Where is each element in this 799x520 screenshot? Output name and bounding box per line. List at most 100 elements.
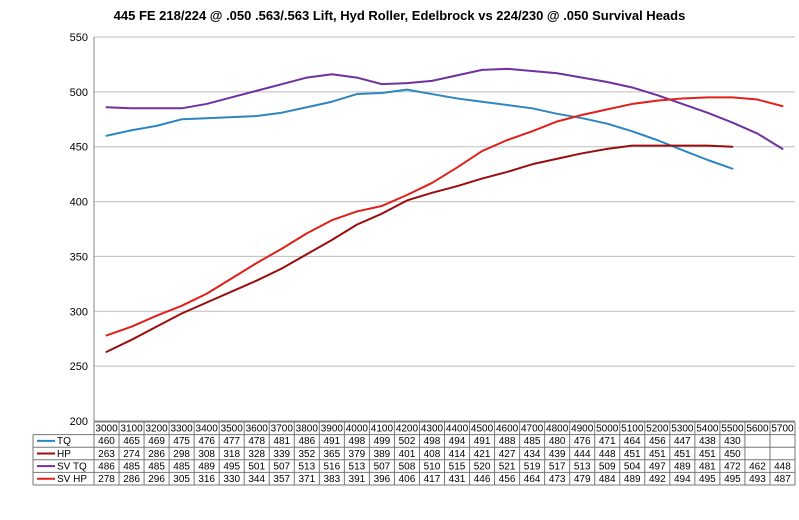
x-tick-label: 4200 <box>396 424 419 435</box>
data-label: 438 <box>699 436 716 447</box>
data-label: 296 <box>148 474 165 485</box>
data-label: 481 <box>699 461 716 472</box>
x-tick-label: 5200 <box>646 424 669 435</box>
data-label: 471 <box>599 436 616 447</box>
x-tick-label: 3900 <box>321 424 344 435</box>
data-label: 498 <box>349 436 366 447</box>
data-label: 330 <box>223 474 240 485</box>
x-tick-label: 4500 <box>471 424 494 435</box>
data-label: 414 <box>449 449 466 460</box>
data-label: 451 <box>674 449 691 460</box>
data-label: 486 <box>98 461 115 472</box>
data-label: 431 <box>449 474 466 485</box>
data-label: 352 <box>298 449 315 460</box>
legend-label: SV HP <box>57 474 87 485</box>
data-label: 509 <box>599 461 616 472</box>
data-label: 298 <box>173 449 190 460</box>
data-label: 316 <box>198 474 215 485</box>
data-label: 357 <box>273 474 290 485</box>
data-label: 519 <box>524 461 541 472</box>
data-label: 406 <box>399 474 416 485</box>
data-label: 495 <box>223 461 240 472</box>
x-tick-label: 5700 <box>771 424 794 435</box>
data-label: 486 <box>298 436 315 447</box>
data-label: 477 <box>223 436 240 447</box>
y-tick-label: 200 <box>70 416 88 428</box>
data-label: 465 <box>123 436 140 447</box>
data-label: 396 <box>374 474 391 485</box>
series-line <box>105 96 784 337</box>
data-label: 472 <box>724 461 741 472</box>
x-tick-label: 4400 <box>446 424 469 435</box>
data-label: 389 <box>374 449 391 460</box>
data-label: 434 <box>524 449 541 460</box>
data-label: 508 <box>399 461 416 472</box>
data-label: 489 <box>198 461 215 472</box>
data-label: 383 <box>323 474 340 485</box>
data-label: 286 <box>123 474 140 485</box>
legend-label: SV TQ <box>57 461 87 472</box>
x-tick-label: 5600 <box>746 424 769 435</box>
data-label: 464 <box>524 474 541 485</box>
data-label: 439 <box>549 449 566 460</box>
data-label: 278 <box>98 474 115 485</box>
data-label: 447 <box>674 436 691 447</box>
data-label: 391 <box>349 474 366 485</box>
data-label: 491 <box>323 436 340 447</box>
x-tick-label: 5500 <box>721 424 744 435</box>
x-tick-label: 3800 <box>296 424 319 435</box>
data-label: 498 <box>424 436 441 447</box>
data-label: 495 <box>699 474 716 485</box>
data-label: 521 <box>499 461 516 472</box>
data-label: 507 <box>374 461 391 472</box>
data-label: 318 <box>223 449 240 460</box>
chart-title: 445 FE 218/224 @ .050 .563/.563 Lift, Hy… <box>113 8 686 23</box>
data-label: 501 <box>248 461 265 472</box>
x-tick-label: 3400 <box>196 424 219 435</box>
data-label: 328 <box>248 449 265 460</box>
data-label: 513 <box>574 461 591 472</box>
x-tick-label: 3600 <box>246 424 269 435</box>
data-label: 485 <box>524 436 541 447</box>
y-tick-label: 450 <box>70 142 88 154</box>
data-label: 516 <box>323 461 340 472</box>
data-label: 502 <box>399 436 416 447</box>
data-label: 515 <box>449 461 466 472</box>
data-label: 513 <box>298 461 315 472</box>
data-label: 462 <box>749 461 766 472</box>
data-label: 485 <box>123 461 140 472</box>
x-tick-label: 4000 <box>346 424 369 435</box>
data-label: 489 <box>674 461 691 472</box>
x-tick-label: 4300 <box>421 424 444 435</box>
data-label: 460 <box>98 436 115 447</box>
legend-label: TQ <box>57 436 71 447</box>
x-tick-label: 3100 <box>120 424 143 435</box>
data-label: 517 <box>549 461 566 472</box>
data-label: 451 <box>624 449 641 460</box>
data-label: 504 <box>624 461 641 472</box>
data-label: 485 <box>148 461 165 472</box>
data-label: 263 <box>98 449 115 460</box>
x-tick-label: 3000 <box>95 424 118 435</box>
x-tick-label: 5300 <box>671 424 694 435</box>
x-tick-label: 4900 <box>571 424 594 435</box>
series-line <box>105 67 784 150</box>
data-label: 475 <box>173 436 190 447</box>
data-label: 448 <box>774 461 791 472</box>
x-tick-label: 3700 <box>271 424 294 435</box>
data-label: 448 <box>599 449 616 460</box>
data-label: 510 <box>424 461 441 472</box>
data-label: 494 <box>449 436 466 447</box>
x-tick-label: 4800 <box>546 424 569 435</box>
data-label: 308 <box>198 449 215 460</box>
data-label: 479 <box>574 474 591 485</box>
x-tick-label: 3300 <box>171 424 194 435</box>
data-label: 520 <box>474 461 491 472</box>
data-label: 476 <box>198 436 215 447</box>
data-label: 339 <box>273 449 290 460</box>
x-tick-label: 4600 <box>496 424 519 435</box>
data-label: 274 <box>123 449 140 460</box>
data-label: 489 <box>624 474 641 485</box>
data-label: 305 <box>173 474 190 485</box>
